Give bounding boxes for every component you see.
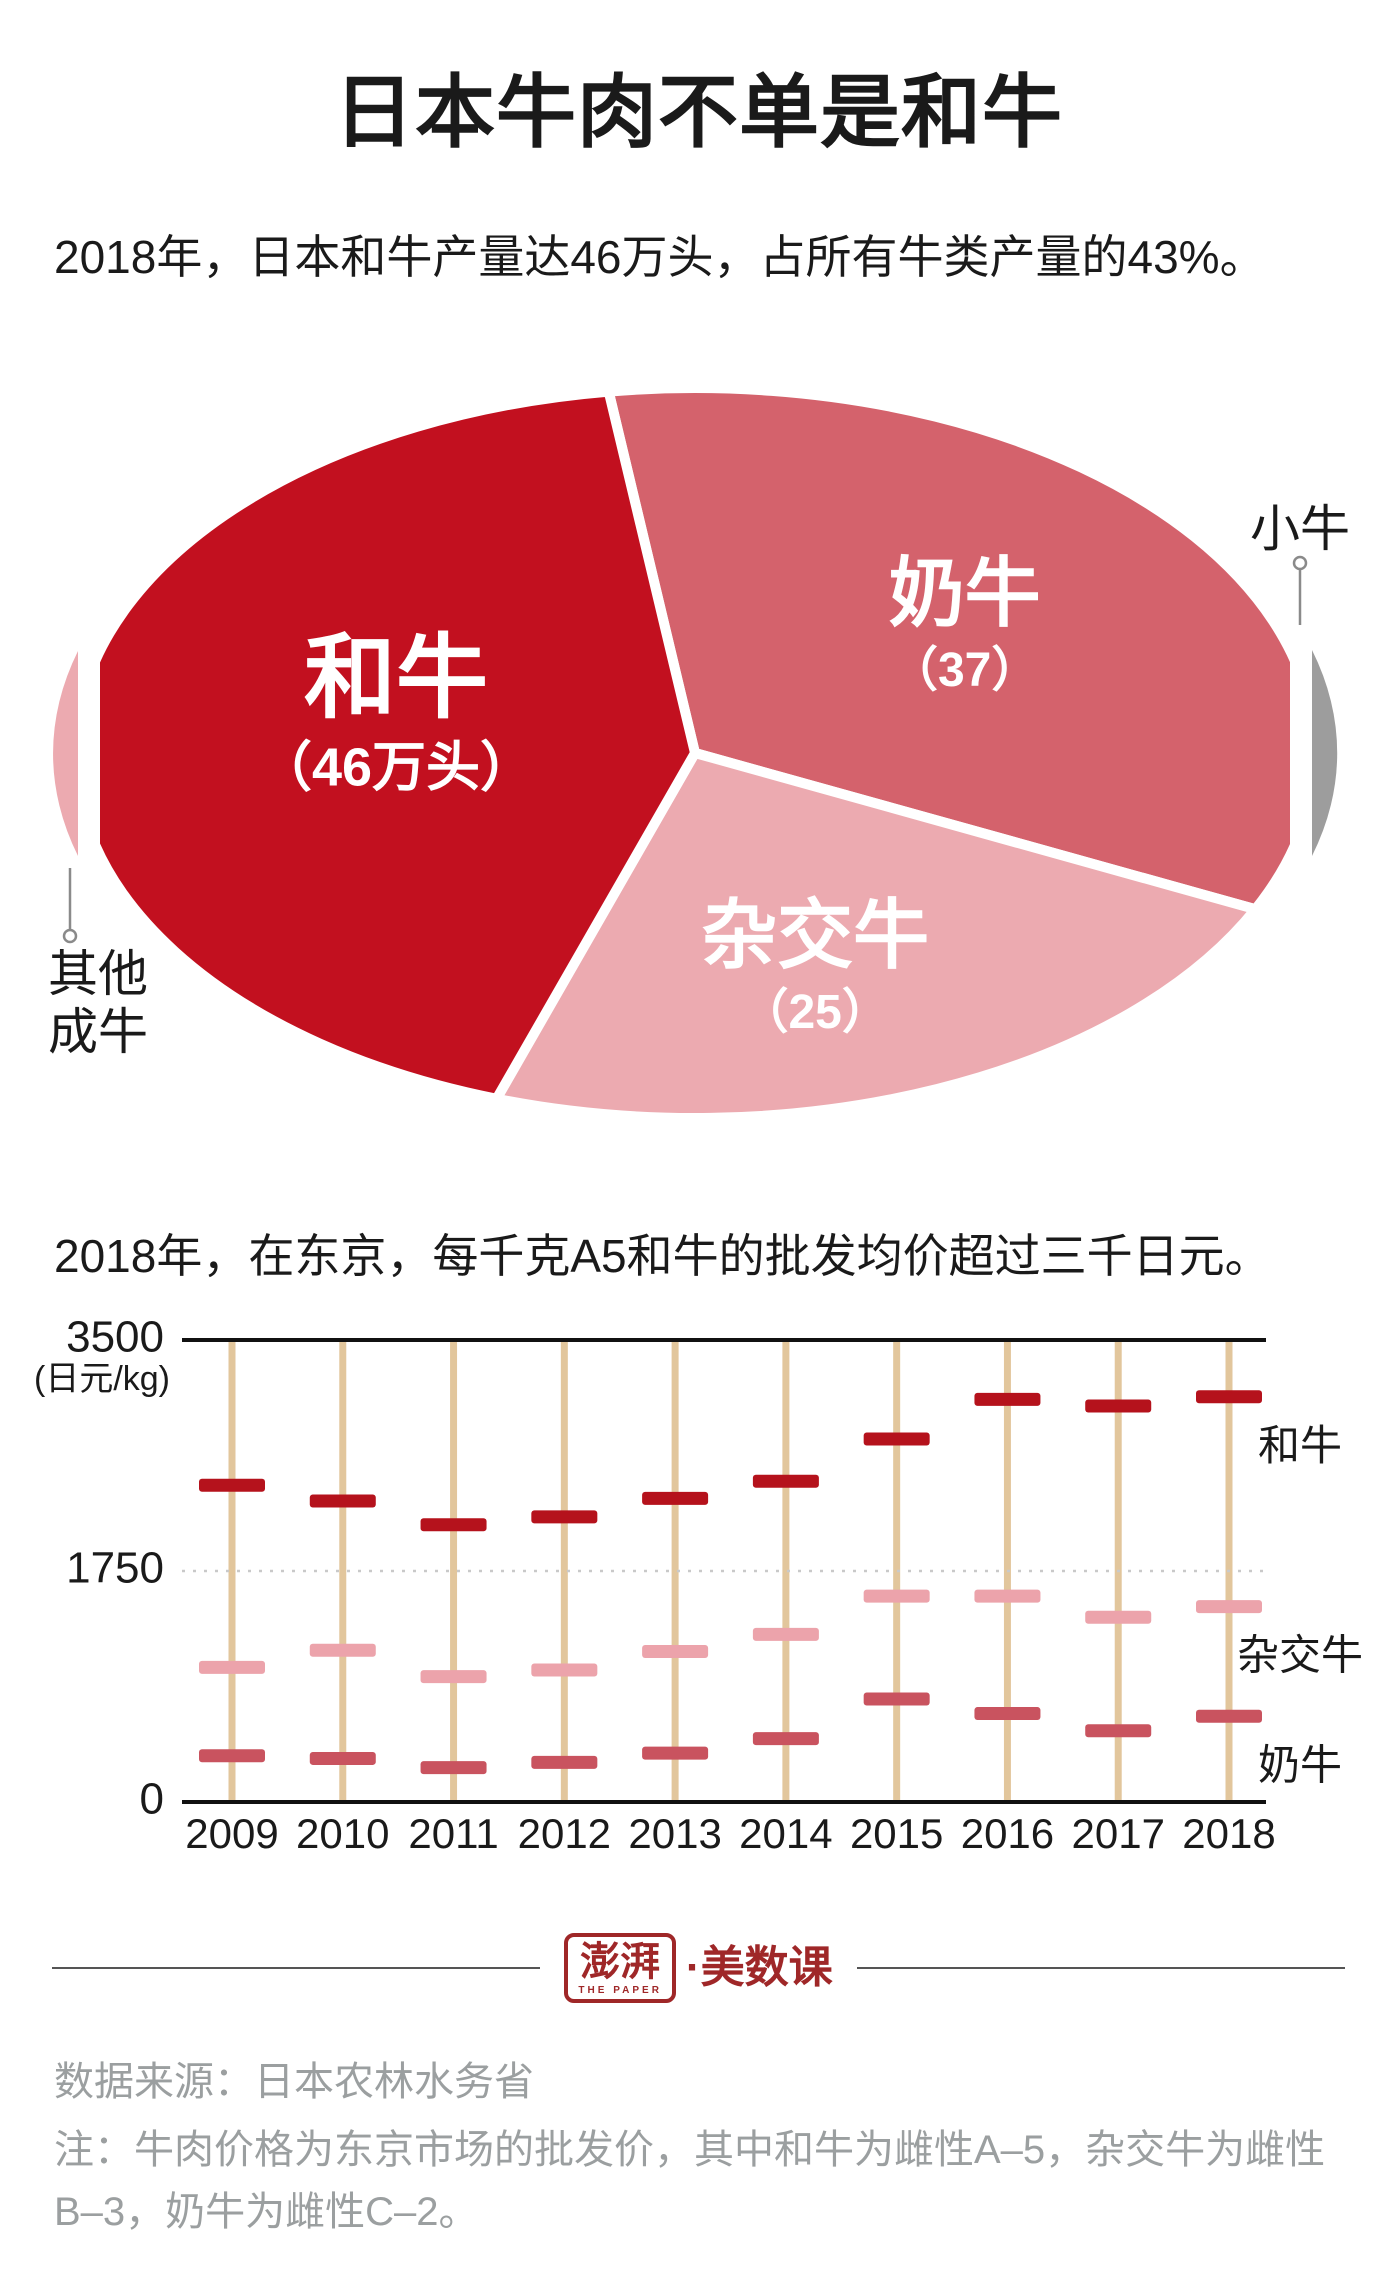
- price-mark: [309, 1752, 376, 1766]
- price-mark: [863, 1692, 930, 1706]
- price-intro-text: 2018年，在东京，每千克A5和牛的批发均价超过三千日元。: [54, 1229, 1271, 1282]
- price-mark: [1196, 1710, 1262, 1724]
- thepaper-logo-subtext: THE PAPER: [578, 1985, 662, 1997]
- y-axis-unit-label: (日元/kg): [34, 1360, 170, 1398]
- price-mark: [1196, 1600, 1262, 1614]
- callout-calf-label: 小牛: [1250, 501, 1350, 557]
- callout-calf: 小牛: [1250, 501, 1350, 625]
- price-mark: [974, 1393, 1041, 1407]
- price-mark: [1196, 1390, 1262, 1404]
- price-mark: [974, 1707, 1041, 1721]
- sliver-calf: [1312, 649, 1338, 856]
- pie-slice: [603, 382, 1290, 914]
- pie-labels: 奶牛 （37） 杂交牛 （25） 和牛 （46万头）: [258, 551, 1041, 1038]
- price-mark: [420, 1670, 487, 1684]
- price-mark: [863, 1432, 930, 1446]
- series-label: 和牛: [1258, 1422, 1342, 1469]
- price-mark: [531, 1510, 598, 1524]
- x-tick-label: 2016: [961, 1810, 1054, 1857]
- callout-other-adult: 其他 成牛: [48, 867, 148, 1060]
- price-mark: [752, 1732, 819, 1746]
- y-tick-label: 3500: [66, 1313, 164, 1362]
- production-pie-chart: 奶牛 （37） 杂交牛 （25） 和牛 （46万头） 小牛 其他 成牛: [48, 382, 1350, 1123]
- series-label: 杂交牛: [1237, 1632, 1363, 1679]
- pie-slice: [491, 747, 1261, 1123]
- page-title: 日本牛肉不单是和牛: [334, 68, 1063, 157]
- price-mark: [531, 1663, 598, 1677]
- price-mark: [1085, 1399, 1152, 1413]
- x-tick-label: 2010: [296, 1810, 389, 1857]
- thepaper-logo-box: 澎湃 THE PAPER: [564, 1933, 676, 2004]
- thepaper-logo-text: 澎湃: [580, 1940, 661, 1985]
- price-mark: [642, 1492, 709, 1506]
- x-tick-label: 2012: [518, 1810, 611, 1857]
- price-mark: [199, 1479, 265, 1493]
- price-mark: [1085, 1724, 1152, 1738]
- callout-other-adult-marker-icon: [62, 928, 78, 943]
- pie-slice-sublabel: （46万头）: [258, 737, 534, 797]
- footer-divider-right: [856, 1967, 1345, 1970]
- thepaper-logo: 澎湃 THE PAPER ·美数课: [564, 1933, 833, 2004]
- price-mark: [531, 1756, 598, 1770]
- x-tick-label: 2013: [628, 1810, 721, 1857]
- data-source-text: 数据来源：日本农林水务省: [54, 2060, 534, 2105]
- price-mark: [309, 1494, 376, 1508]
- pie-slice-sublabel: （25）: [740, 986, 889, 1039]
- price-mark: [420, 1518, 487, 1532]
- footer-logo-row: 澎湃 THE PAPER ·美数课: [52, 1933, 1345, 2004]
- x-tick-label: 2015: [850, 1810, 943, 1857]
- callout-other-adult-label-line2: 成牛: [48, 1004, 148, 1060]
- price-mark: [863, 1589, 930, 1603]
- price-mark: [642, 1645, 709, 1659]
- y-tick-label: 0: [140, 1775, 164, 1824]
- x-tick-label: 2018: [1182, 1810, 1275, 1857]
- pie-slice-label: 和牛: [304, 627, 488, 729]
- footer-divider-left: [52, 1967, 541, 1970]
- production-intro-text: 2018年，日本和牛产量达46万头，占所有牛类产量的43%。: [54, 231, 1266, 283]
- price-mark: [1085, 1611, 1152, 1625]
- price-mark: [752, 1628, 819, 1642]
- x-tick-label: 2011: [408, 1810, 498, 1857]
- footnote-text: 注：牛肉价格为东京市场的批发价，其中和牛为雌性A–5，杂交牛为雌性B–3，奶牛为…: [54, 2128, 1326, 2235]
- pie-slice-sublabel: （37）: [890, 644, 1039, 697]
- pie-slivers: [53, 649, 1338, 856]
- y-tick-label: 1750: [66, 1544, 164, 1593]
- price-mark: [974, 1589, 1041, 1603]
- x-tick-label: 2014: [739, 1810, 832, 1857]
- price-mark: [199, 1749, 265, 1763]
- pie-slice-label: 奶牛: [889, 551, 1041, 636]
- pie-slices: [100, 382, 1290, 1123]
- pie-slice: [100, 386, 700, 1104]
- callout-calf-marker-icon: [1292, 555, 1308, 570]
- meishuke-label: ·美数课: [685, 1943, 833, 1993]
- x-tick-label: 2009: [185, 1810, 278, 1857]
- pie-slice-label: 杂交牛: [701, 893, 929, 978]
- price-mark: [642, 1747, 709, 1761]
- sliver-other-adult: [53, 650, 78, 856]
- price-mark: [199, 1661, 265, 1675]
- series-label: 奶牛: [1258, 1742, 1342, 1789]
- price-mark: [752, 1475, 819, 1489]
- x-tick-label: 2017: [1072, 1810, 1165, 1857]
- price-mark: [420, 1761, 487, 1775]
- price-mark: [309, 1644, 376, 1658]
- callout-other-adult-label-line1: 其他: [48, 946, 148, 1002]
